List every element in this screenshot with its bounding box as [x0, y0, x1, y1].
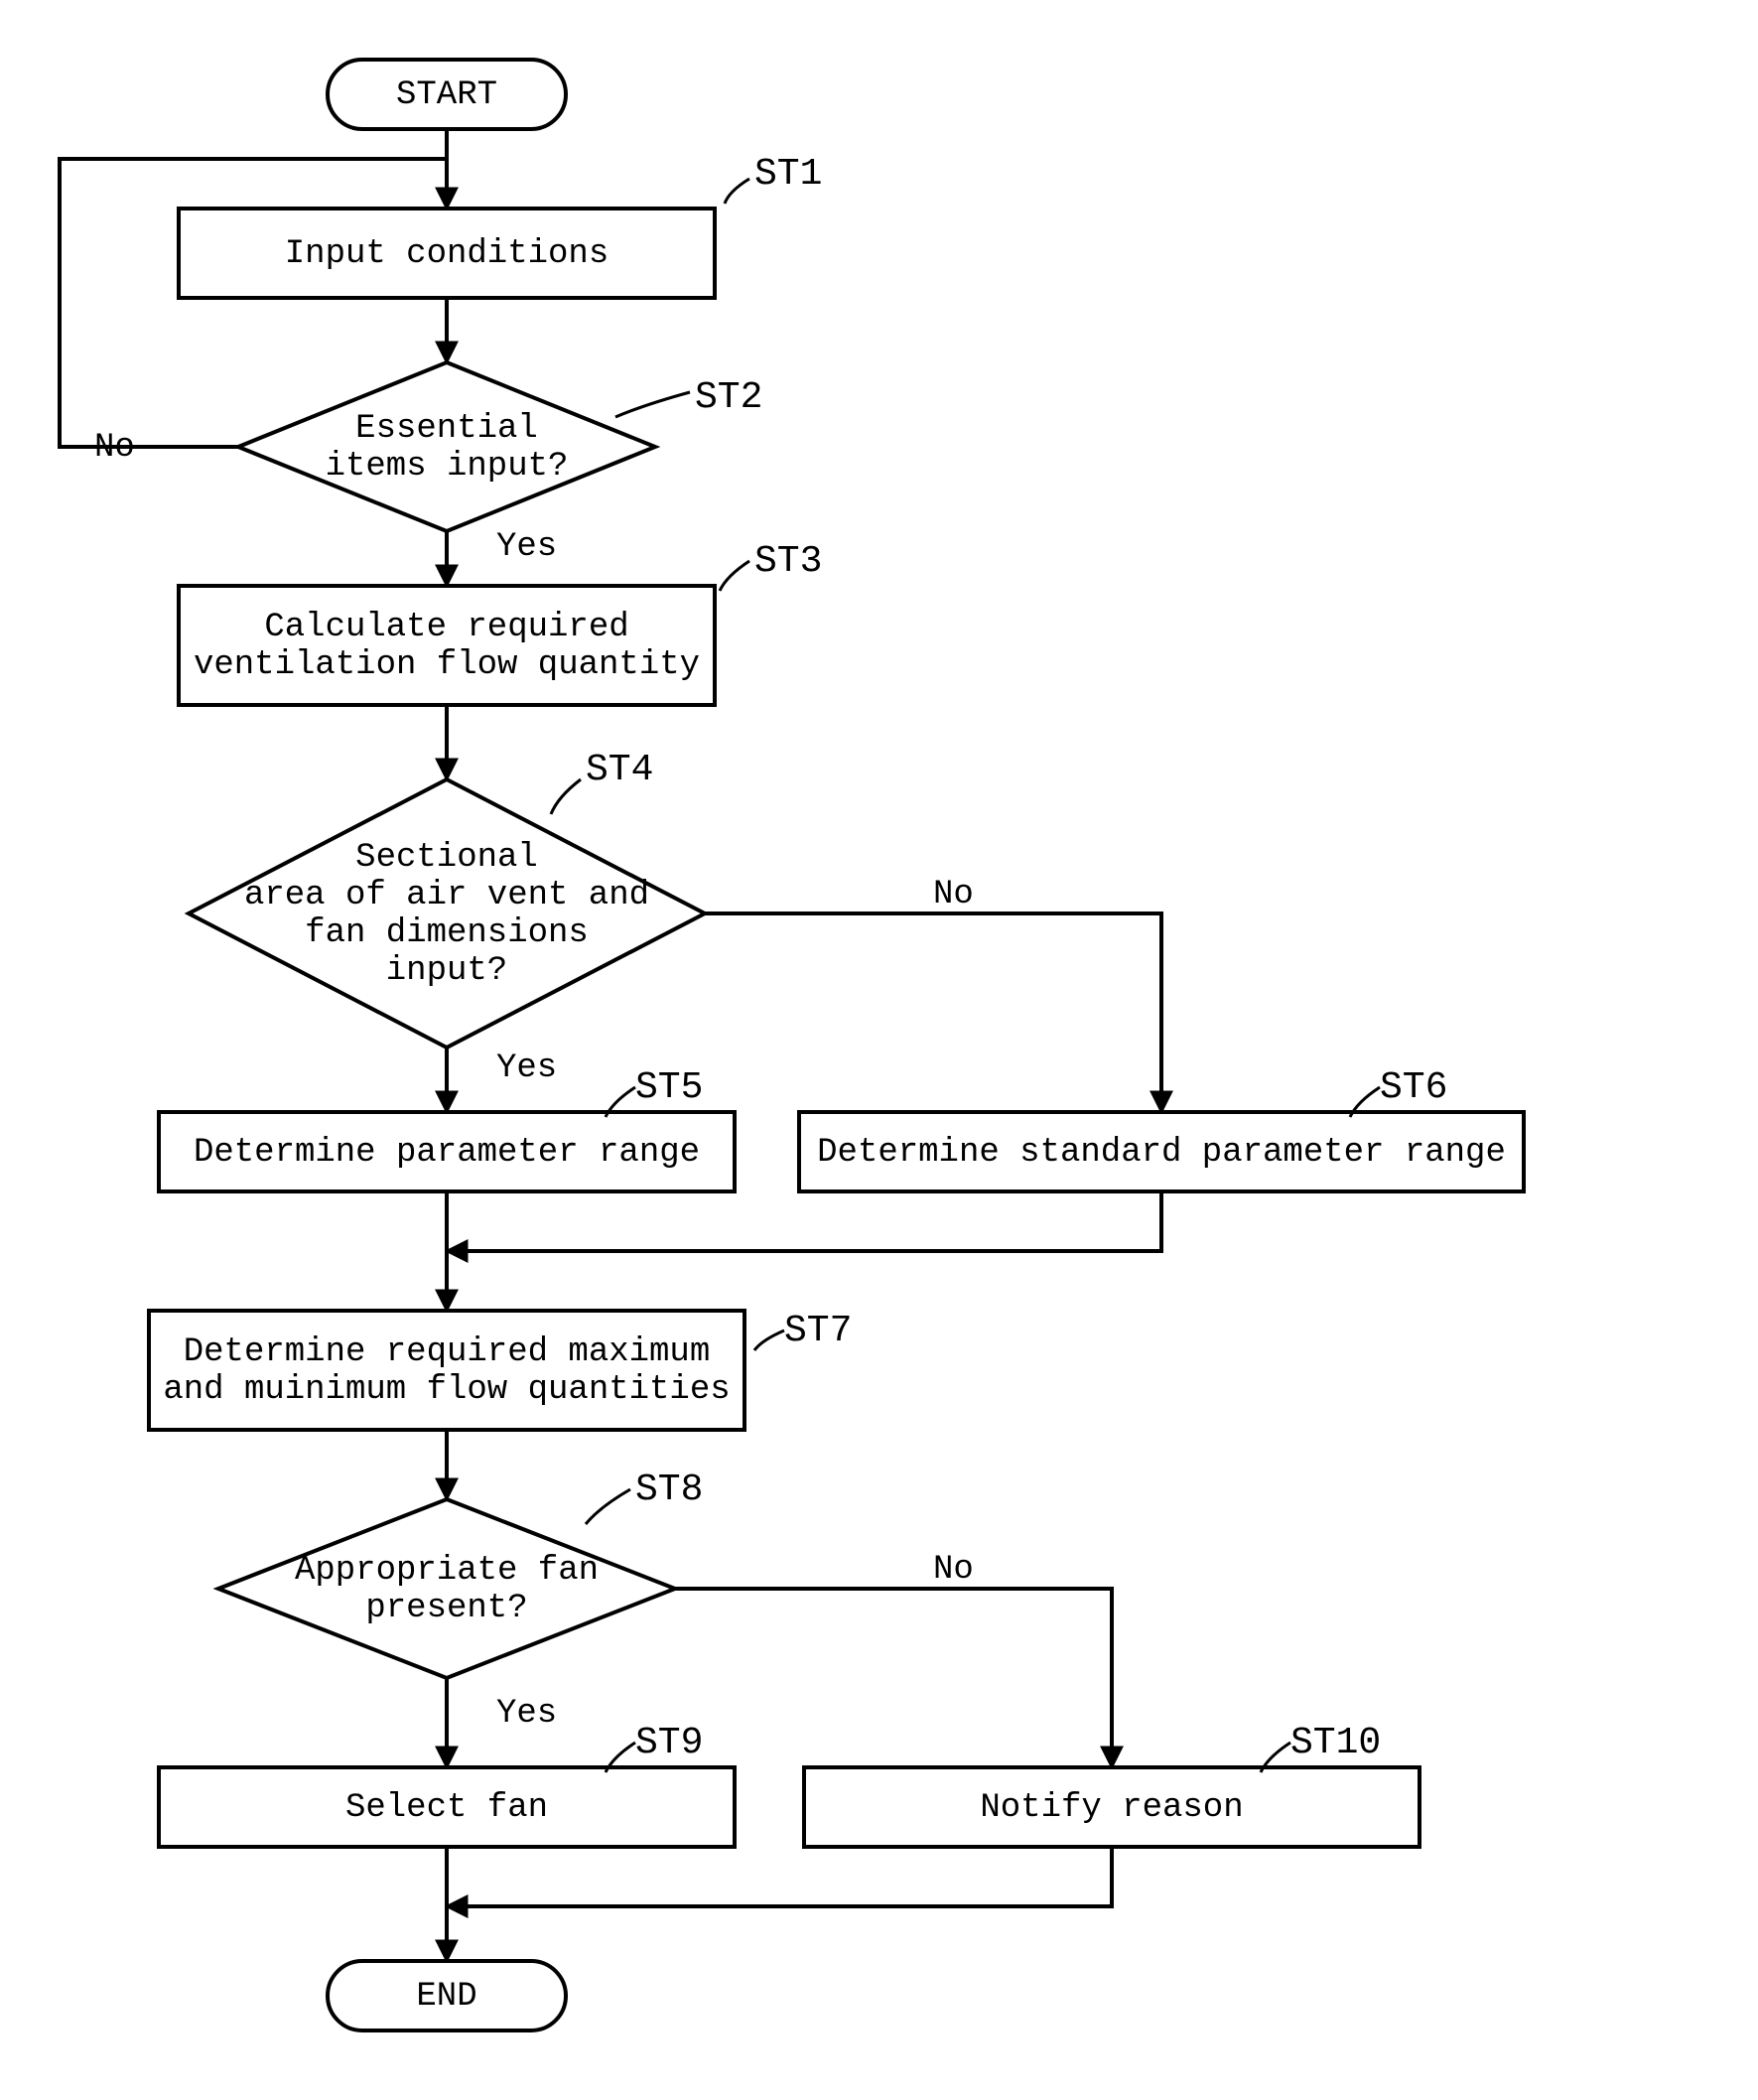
edge-label-st4-st5: Yes	[496, 1050, 557, 1087]
node-st2: Essentialitems input?	[238, 362, 655, 531]
node-st6: Determine standard parameter range	[799, 1112, 1524, 1191]
node-st10: Notify reason	[804, 1767, 1420, 1847]
edge-label-st4-st6: No	[933, 876, 974, 913]
node-st8-text-0: Appropriate fan	[295, 1552, 599, 1590]
node-st2-text-1: items input?	[326, 448, 569, 486]
step-label-st3: ST3	[754, 540, 822, 583]
node-st3-text-1: ventilation flow quantity	[194, 646, 700, 684]
node-st10-text-0: Notify reason	[980, 1789, 1243, 1827]
step-tick-st7	[754, 1330, 784, 1350]
edge-st10-mergeend	[447, 1847, 1112, 1906]
node-st3-text-0: Calculate required	[264, 609, 628, 646]
node-st7: Determine required maximumand muinimum f…	[149, 1311, 744, 1430]
edge-label-st8-st10: No	[933, 1551, 974, 1589]
node-st4-text-0: Sectional	[355, 839, 538, 877]
node-st7-text-0: Determine required maximum	[184, 1333, 711, 1371]
edge-label-st2-st3: Yes	[496, 528, 557, 566]
edge-st4-st6	[705, 913, 1161, 1112]
node-st6-text-0: Determine standard parameter range	[817, 1134, 1506, 1172]
edge-st8-st10	[675, 1589, 1112, 1767]
edge-label-st2-st1: No	[94, 429, 135, 467]
step-tick-st8	[586, 1489, 630, 1524]
step-label-st10: ST10	[1290, 1722, 1381, 1764]
step-tick-st3	[720, 561, 749, 591]
node-st2-text-0: Essential	[355, 410, 538, 448]
node-st7-text-1: and muinimum flow quantities	[163, 1371, 730, 1409]
edge-st6-merge67	[447, 1191, 1161, 1251]
node-st1-text-0: Input conditions	[285, 235, 609, 273]
step-label-st6: ST6	[1380, 1066, 1447, 1109]
step-label-st8: ST8	[635, 1469, 703, 1511]
node-end: END	[328, 1961, 566, 2030]
node-st4-text-1: area of air vent and	[244, 877, 649, 914]
step-label-st1: ST1	[754, 153, 822, 196]
step-label-st2: ST2	[695, 376, 762, 419]
node-st9-text-0: Select fan	[345, 1789, 548, 1827]
node-st9: Select fan	[159, 1767, 735, 1847]
node-st4-text-3: input?	[386, 952, 507, 990]
step-tick-st2	[615, 392, 690, 417]
node-start-text-0: START	[396, 76, 497, 114]
node-st3: Calculate requiredventilation flow quant…	[179, 586, 715, 705]
step-label-st9: ST9	[635, 1722, 703, 1764]
node-st8-text-1: present?	[365, 1590, 527, 1627]
node-st5: Determine parameter range	[159, 1112, 735, 1191]
node-st5-text-0: Determine parameter range	[194, 1134, 700, 1172]
step-label-st5: ST5	[635, 1066, 703, 1109]
node-st4-text-2: fan dimensions	[305, 914, 589, 952]
edge-label-st8-st9: Yes	[496, 1695, 557, 1733]
step-label-st7: ST7	[784, 1310, 852, 1352]
node-end-text-0: END	[416, 1978, 476, 2016]
step-tick-st1	[725, 179, 749, 204]
node-start: START	[328, 60, 566, 129]
step-label-st4: ST4	[586, 749, 653, 791]
node-st8: Appropriate fanpresent?	[218, 1499, 675, 1678]
node-st1: Input conditions	[179, 209, 715, 298]
step-tick-st4	[551, 779, 581, 814]
node-st4: Sectionalarea of air vent andfan dimensi…	[189, 779, 705, 1048]
